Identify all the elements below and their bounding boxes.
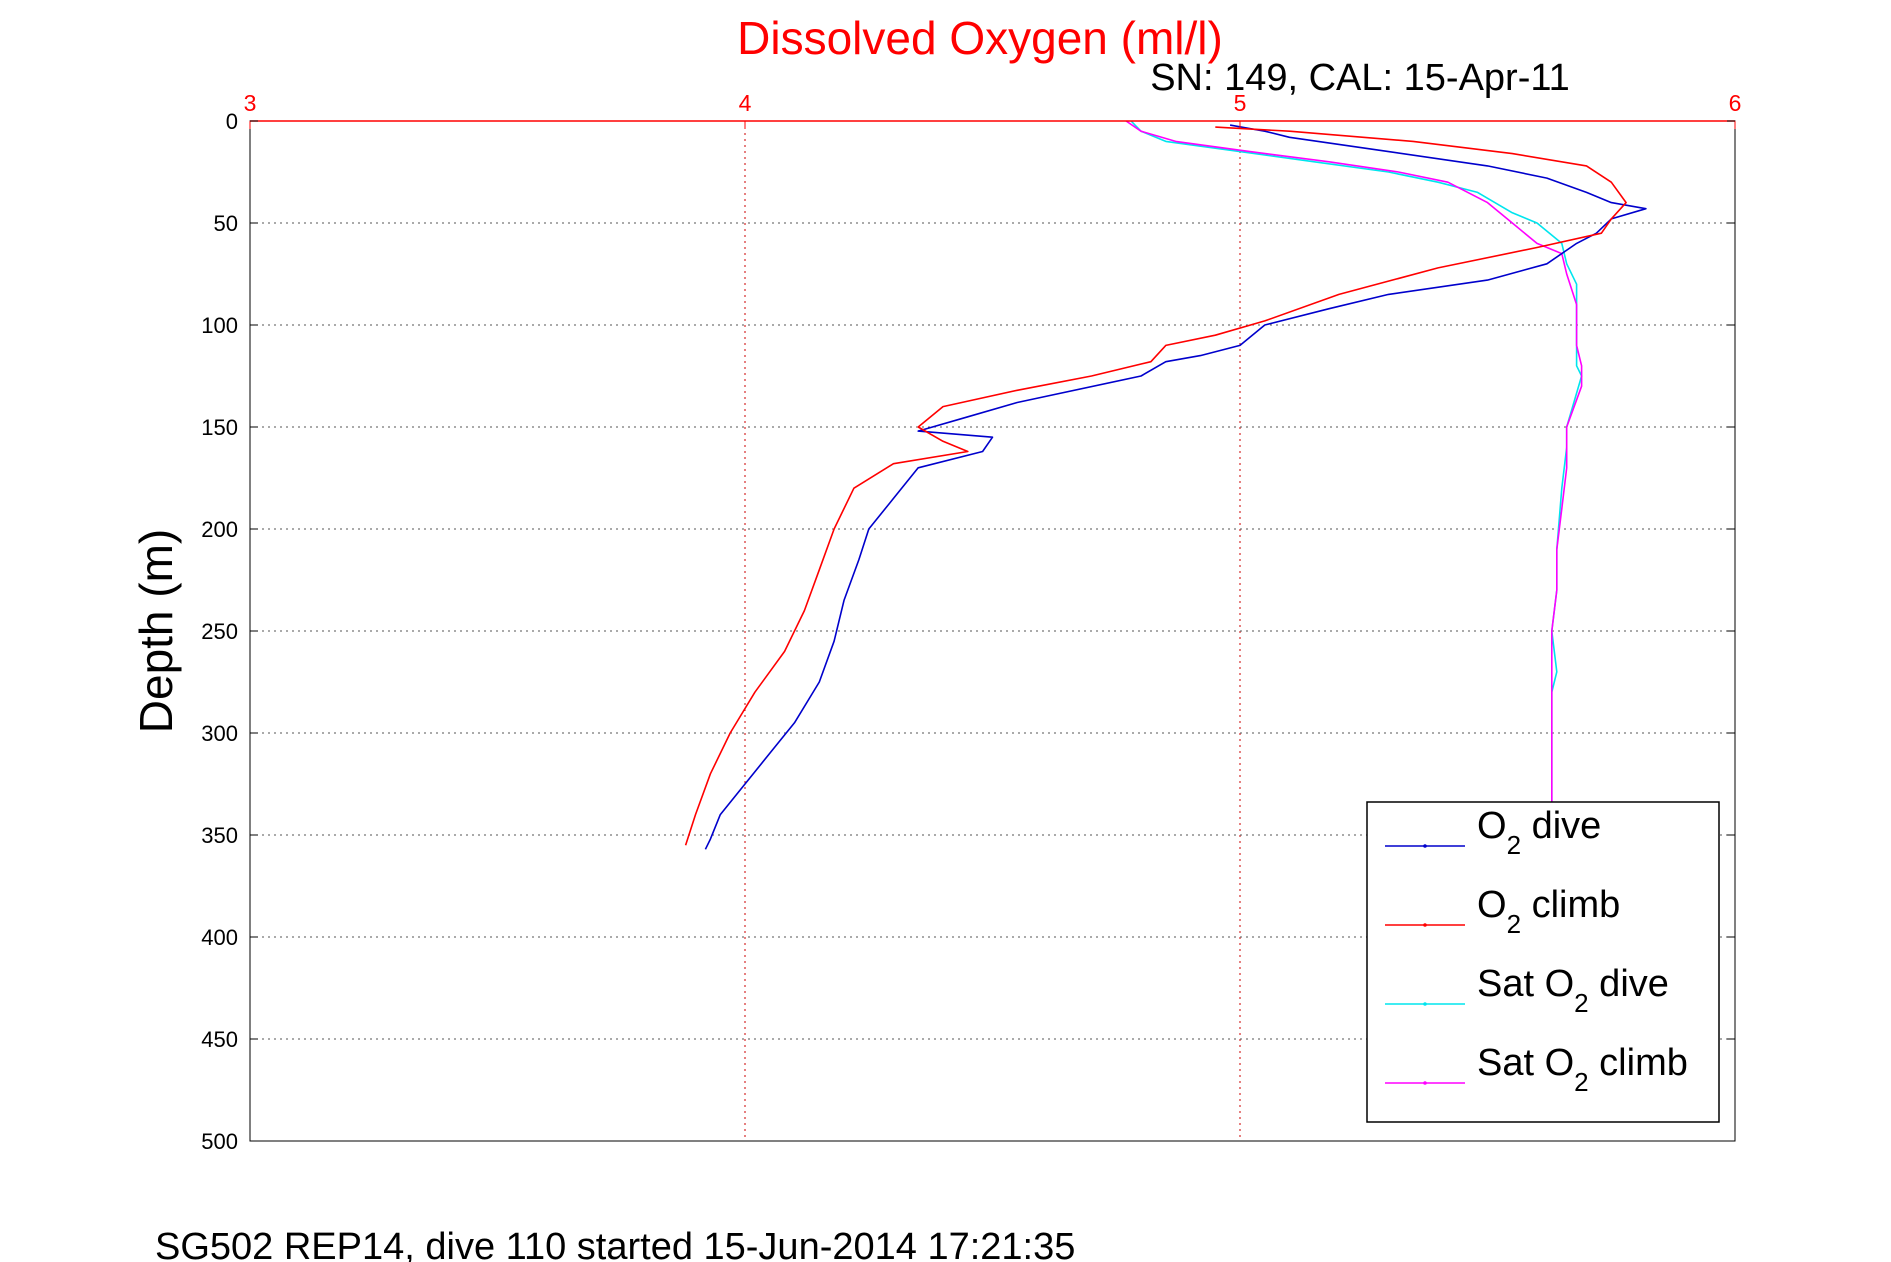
- legend-marker: [1423, 923, 1427, 927]
- legend-label-sat-dive: Sat O2 dive: [1477, 963, 1669, 1018]
- legend-marker: [1423, 1081, 1427, 1085]
- series-line-o2-dive: [704, 124, 1647, 850]
- y-tick-label: 50: [214, 211, 238, 236]
- y-tick-label: 100: [201, 313, 238, 338]
- y-tick-label: 450: [201, 1027, 238, 1052]
- series-lines: [684, 120, 1647, 850]
- footer-caption: SG502 REP14, dive 110 started 15-Jun-201…: [155, 1226, 1075, 1262]
- y-tick-label: 200: [201, 517, 238, 542]
- series-line-o2-climb: [684, 126, 1627, 846]
- y-tick-label: 250: [201, 619, 238, 644]
- y-axis-ticks: 0 50 100 150 200 250 300 350 400 450 500: [201, 109, 1735, 1154]
- chart-subtitle: SN: 149, CAL: 15-Apr-11: [1150, 57, 1570, 99]
- y-tick-label: 300: [201, 721, 238, 746]
- y-tick-label: 350: [201, 823, 238, 848]
- legend-label-o2-dive: O2 dive: [1477, 805, 1601, 860]
- legend-marker: [1423, 844, 1427, 848]
- chart-title: Dissolved Oxygen (ml/l): [737, 12, 1223, 64]
- legend-box: [1366, 801, 1720, 1123]
- legend: O2 dive O2 climb Sat O2 dive Sat O2 climb: [1366, 801, 1720, 1123]
- x-tick-label: 3: [244, 90, 257, 116]
- x-tick-label: 5: [1234, 90, 1247, 116]
- legend-label-sat-climb: Sat O2 climb: [1477, 1042, 1688, 1097]
- x-tick-label: 4: [739, 90, 752, 116]
- y-tick-label: 400: [201, 925, 238, 950]
- series-line-sat-climb: [1125, 120, 1583, 815]
- legend-marker: [1423, 1002, 1427, 1006]
- y-axis-label: Depth (m): [130, 529, 182, 733]
- y-tick-label: 0: [226, 109, 238, 134]
- legend-label-o2-climb: O2 climb: [1477, 884, 1620, 939]
- y-tick-label: 500: [201, 1129, 238, 1154]
- x-axis-ticks: 3 4 5 6: [244, 90, 1742, 129]
- y-tick-label: 150: [201, 415, 238, 440]
- x-tick-label: 6: [1729, 90, 1742, 116]
